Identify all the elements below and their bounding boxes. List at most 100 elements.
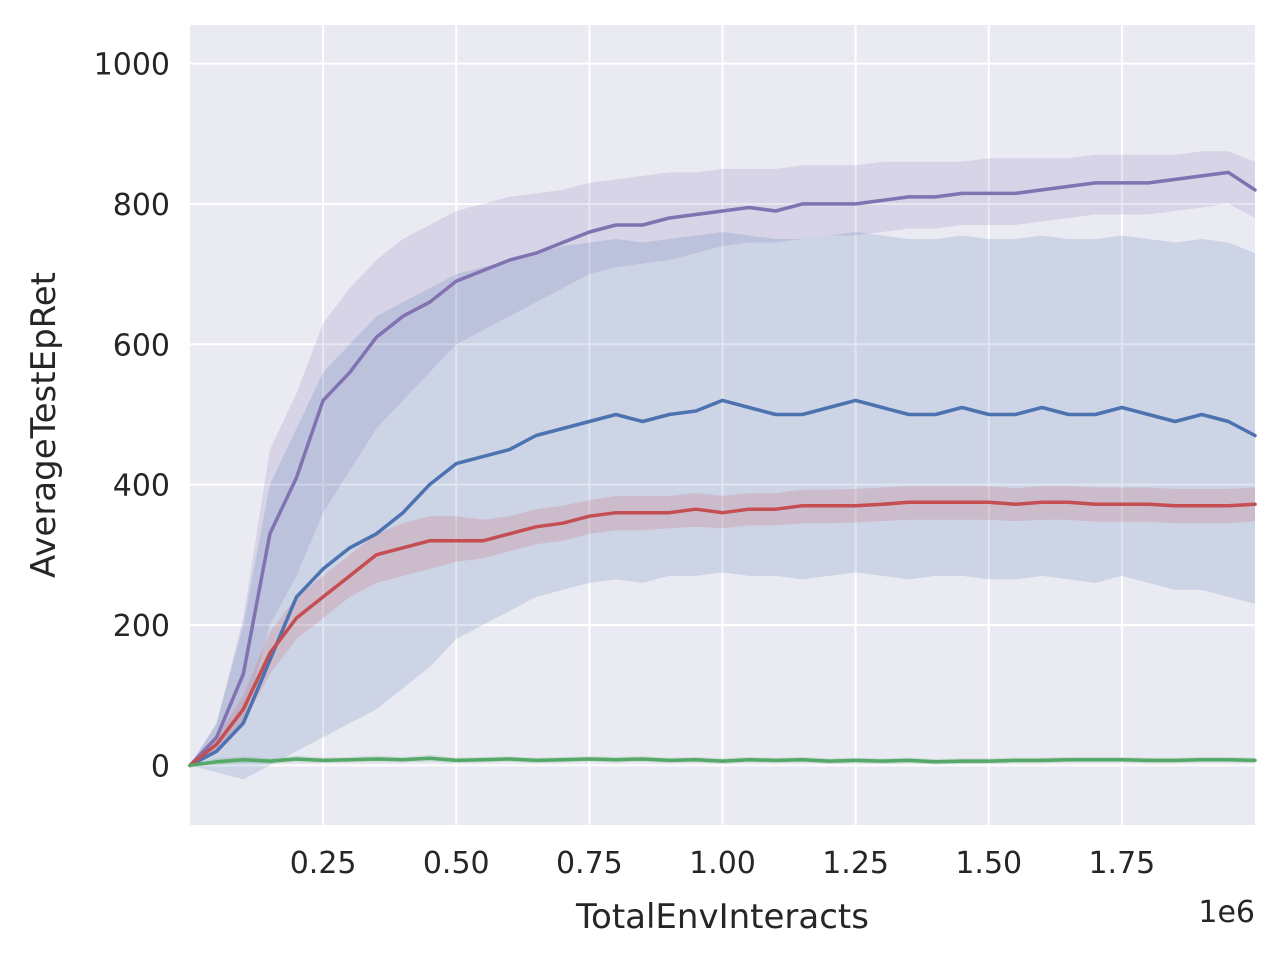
data-point-s1-35 <box>1120 405 1124 409</box>
data-point-s3-12 <box>508 757 511 761</box>
data-point-s2-21 <box>747 507 751 511</box>
data-point-s2-10 <box>454 539 458 543</box>
series-band-1 <box>190 232 1255 780</box>
data-point-s2-3 <box>268 651 272 655</box>
data-point-s3-22 <box>774 758 778 762</box>
data-point-s0-29 <box>960 191 964 195</box>
data-point-s0-34 <box>1093 181 1097 185</box>
data-point-s3-3 <box>268 759 272 763</box>
y-tick-label-1: 200 <box>113 609 170 644</box>
data-point-s3-7 <box>374 757 378 761</box>
data-point-s3-37 <box>1173 758 1177 762</box>
data-point-s2-8 <box>401 546 405 550</box>
data-point-s0-28 <box>934 195 937 199</box>
data-point-s1-9 <box>428 483 432 487</box>
data-point-s2-37 <box>1173 504 1177 508</box>
data-point-s3-17 <box>641 757 645 761</box>
data-point-s2-34 <box>1093 502 1097 506</box>
data-point-s1-29 <box>960 405 964 409</box>
data-point-s1-1 <box>215 749 219 753</box>
data-point-s3-31 <box>1013 758 1017 762</box>
data-point-s3-32 <box>1040 758 1044 762</box>
data-point-s3-21 <box>747 758 751 762</box>
x-tick-label-4: 1.25 <box>822 846 889 881</box>
data-point-s2-9 <box>428 539 432 543</box>
data-point-s1-2 <box>241 721 245 725</box>
data-point-s1-31 <box>1013 412 1017 416</box>
data-point-s2-7 <box>374 553 378 557</box>
data-point-s0-22 <box>774 209 778 213</box>
y-tick-label-4: 800 <box>113 188 170 223</box>
data-point-s2-20 <box>721 511 724 515</box>
data-point-s1-8 <box>401 511 405 515</box>
data-point-s2-2 <box>241 707 245 711</box>
data-point-s1-26 <box>880 405 884 409</box>
data-point-s2-25 <box>854 504 858 508</box>
data-point-s0-6 <box>348 370 352 374</box>
series-lines <box>188 170 1257 768</box>
data-point-s3-29 <box>960 759 964 763</box>
data-point-s1-6 <box>348 546 352 550</box>
data-point-s3-40 <box>1253 758 1257 762</box>
data-point-s0-25 <box>854 202 858 206</box>
data-point-s3-5 <box>321 758 325 762</box>
data-point-s1-40 <box>1253 434 1257 438</box>
data-point-s0-3 <box>268 532 272 536</box>
data-point-s1-18 <box>667 412 671 416</box>
data-point-s2-33 <box>1067 500 1071 504</box>
series-band-2 <box>190 486 1255 766</box>
data-point-s2-40 <box>1253 502 1257 506</box>
data-point-s0-21 <box>747 205 751 209</box>
data-point-s0-38 <box>1200 174 1204 178</box>
data-point-s0-20 <box>721 209 724 213</box>
data-point-s3-10 <box>454 758 458 762</box>
data-point-s3-2 <box>241 758 245 762</box>
data-point-s2-38 <box>1200 504 1204 508</box>
data-point-s1-20 <box>721 398 724 402</box>
grid-lines <box>190 25 1255 825</box>
data-point-s3-1 <box>215 760 219 764</box>
data-point-s3-36 <box>1147 758 1150 762</box>
data-point-s3-38 <box>1200 758 1204 762</box>
x-tick-label-6: 1.75 <box>1088 846 1155 881</box>
data-point-s1-21 <box>747 405 751 409</box>
y-tick-label-2: 400 <box>113 469 170 504</box>
data-point-s0-24 <box>827 202 831 206</box>
data-point-s3-28 <box>934 760 937 764</box>
data-point-s2-32 <box>1040 500 1044 504</box>
data-point-s2-23 <box>800 504 804 508</box>
data-point-s0-40 <box>1253 188 1257 192</box>
data-point-s0-2 <box>241 672 245 676</box>
data-point-s0-4 <box>295 476 298 480</box>
data-point-s3-27 <box>907 758 911 762</box>
data-point-s1-39 <box>1226 419 1230 423</box>
data-point-s1-15 <box>587 419 591 423</box>
data-point-s3-6 <box>348 758 352 762</box>
y-tick-label-5: 1000 <box>94 48 170 83</box>
data-point-s3-30 <box>987 759 991 763</box>
series-band-0 <box>190 151 1255 766</box>
data-point-s1-33 <box>1067 412 1071 416</box>
data-point-s2-26 <box>880 502 884 506</box>
data-point-s1-7 <box>374 532 378 536</box>
data-point-s1-10 <box>454 462 458 466</box>
x-tick-label-0: 0.25 <box>290 846 357 881</box>
data-point-s0-7 <box>374 335 378 339</box>
data-point-s0-10 <box>454 279 458 283</box>
y-axis-label: AverageTestEpRet <box>24 272 64 578</box>
data-point-s0-16 <box>614 223 618 227</box>
data-point-s3-15 <box>587 757 591 761</box>
data-point-s1-17 <box>641 419 645 423</box>
data-point-s0-37 <box>1173 177 1177 181</box>
data-point-s3-34 <box>1093 758 1097 762</box>
x-tick-label-1: 0.50 <box>423 846 490 881</box>
data-point-s1-32 <box>1040 405 1044 409</box>
x-tick-label-5: 1.50 <box>955 846 1022 881</box>
data-point-s2-36 <box>1147 502 1150 506</box>
data-point-s1-14 <box>561 427 565 431</box>
data-point-s1-4 <box>295 595 298 599</box>
data-point-s2-29 <box>960 500 964 504</box>
data-point-s0-32 <box>1040 188 1044 192</box>
data-point-s2-11 <box>481 539 485 543</box>
